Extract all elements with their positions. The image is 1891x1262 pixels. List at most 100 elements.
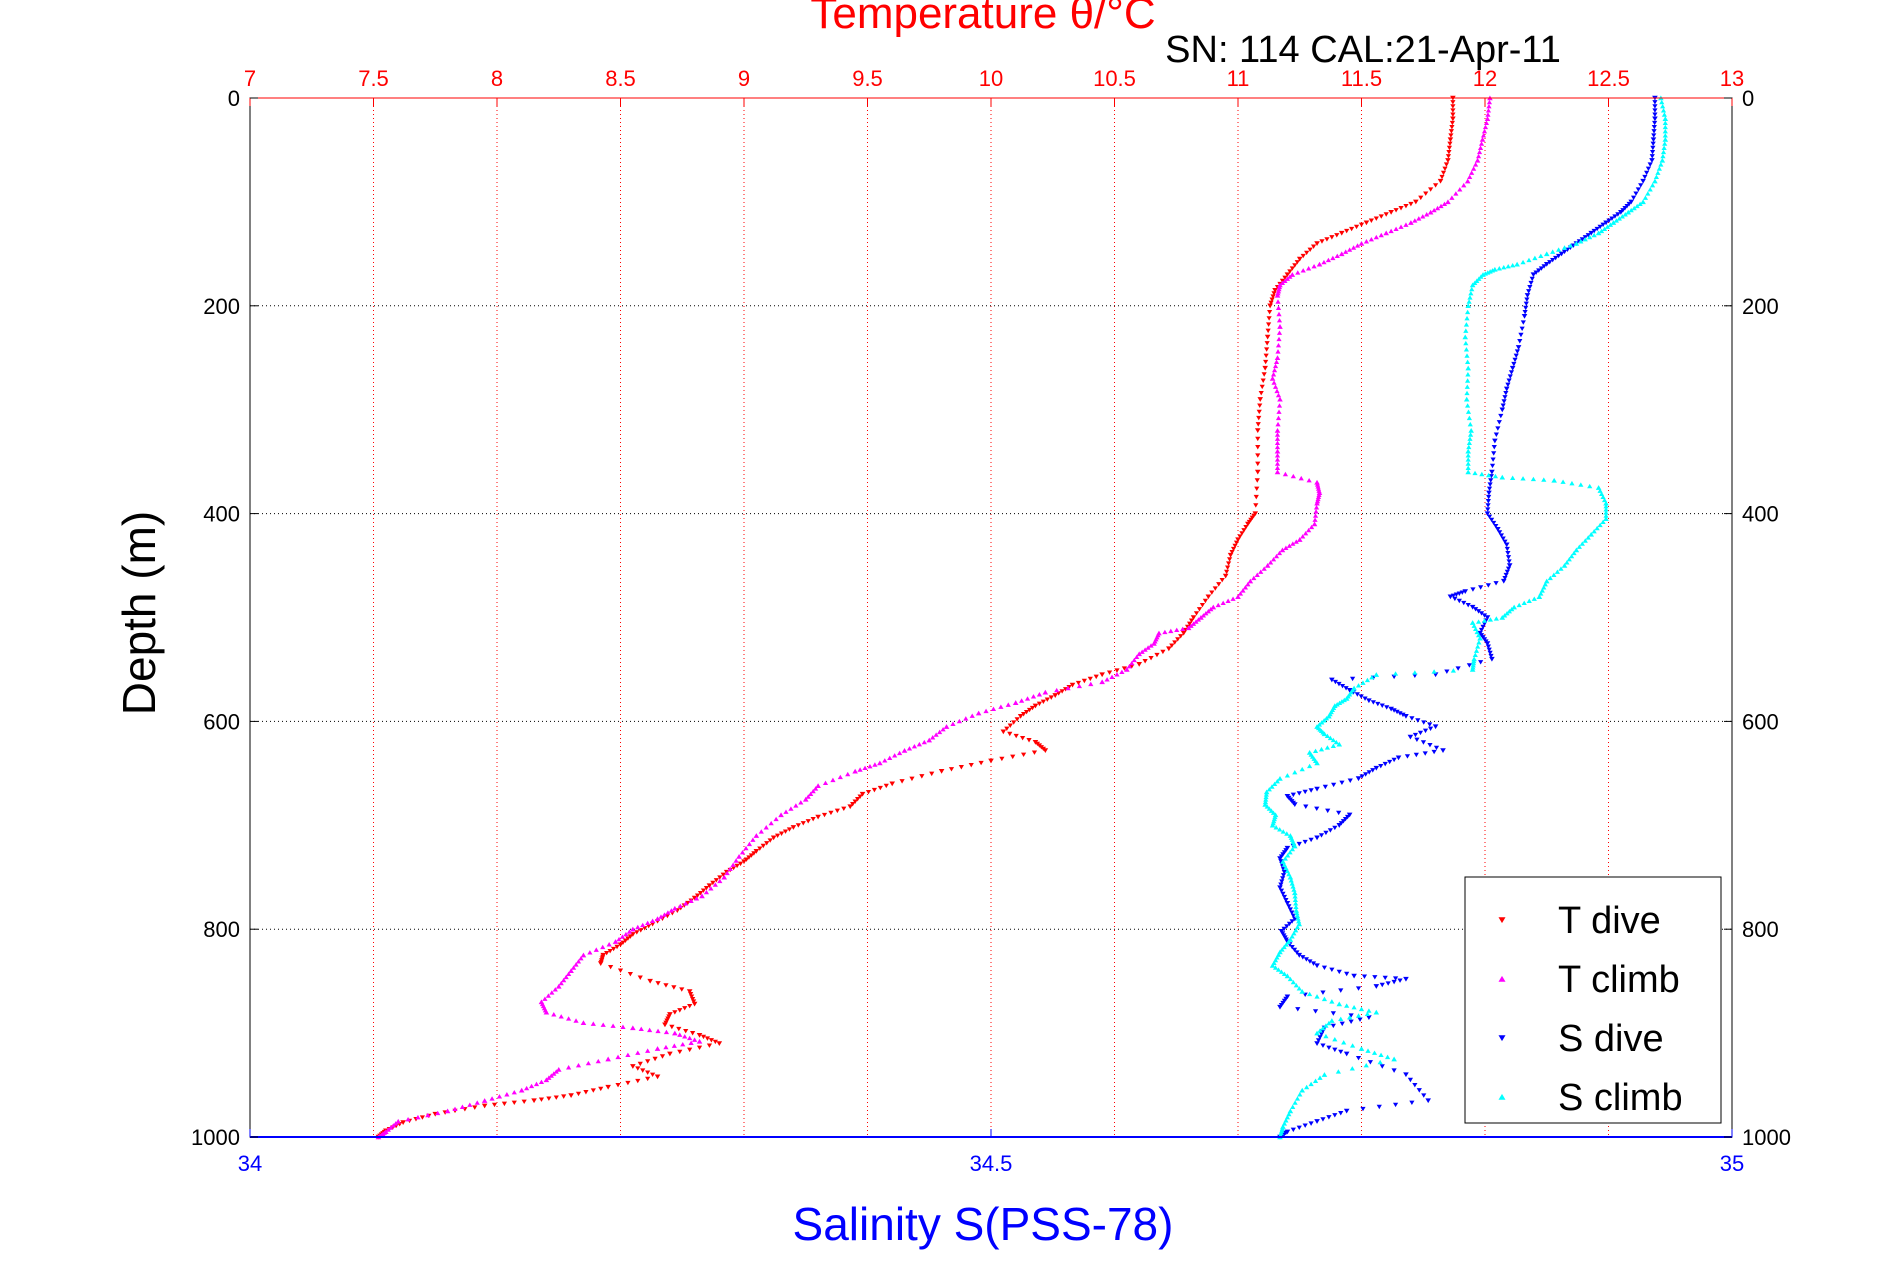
data-point (1314, 835, 1320, 841)
data-point (1263, 353, 1269, 359)
data-point (625, 1080, 631, 1086)
data-point (1533, 270, 1539, 275)
data-point (1603, 507, 1609, 512)
data-point (1280, 1124, 1286, 1129)
data-point (1489, 463, 1496, 469)
data-point (1287, 937, 1294, 942)
data-point (1188, 618, 1195, 623)
data-point (865, 789, 872, 795)
data-point (1287, 274, 1293, 279)
data-point (650, 1072, 656, 1077)
data-point (637, 1061, 643, 1067)
data-point (545, 993, 551, 998)
data-point (1296, 921, 1303, 927)
data-point (1530, 476, 1537, 482)
data-point (1466, 299, 1472, 304)
data-point (1295, 270, 1301, 275)
data-point (692, 1037, 698, 1042)
data-point (1521, 313, 1528, 319)
data-point (518, 1087, 525, 1093)
data-point (847, 804, 854, 810)
data-point (783, 809, 789, 814)
data-point (687, 1047, 693, 1053)
data-point (948, 767, 955, 772)
data-point (1481, 613, 1488, 618)
data-point (1026, 738, 1032, 743)
data-point (691, 999, 697, 1004)
data-point (1473, 648, 1480, 653)
data-point (691, 895, 698, 901)
data-point (758, 829, 764, 834)
data-point (1424, 212, 1430, 217)
data-point (1264, 563, 1271, 568)
data-point (703, 889, 710, 895)
data-point (1300, 268, 1306, 273)
data-point (558, 980, 564, 986)
data-point (872, 762, 878, 767)
data-point (1314, 994, 1320, 999)
data-point (1276, 311, 1282, 317)
data-point (452, 1106, 458, 1112)
data-point (531, 1098, 537, 1104)
data-point (658, 914, 664, 919)
top-tick-label: 12 (1473, 66, 1497, 91)
data-point (1225, 598, 1231, 603)
data-point (1011, 720, 1017, 725)
data-point (1332, 679, 1339, 685)
data-point (1076, 683, 1083, 689)
data-point (1662, 116, 1669, 122)
data-point (1450, 100, 1456, 105)
data-point (1262, 365, 1268, 371)
data-point (570, 965, 577, 970)
data-point (821, 812, 828, 818)
data-point (1193, 619, 1199, 624)
data-point (1253, 494, 1259, 500)
data-point (1464, 315, 1470, 321)
data-point (682, 1006, 688, 1011)
data-point (1417, 730, 1424, 736)
data-point (1452, 596, 1458, 602)
data-point (1412, 673, 1418, 679)
data-point (1296, 918, 1302, 924)
data-point (1528, 280, 1534, 286)
data-point (1281, 869, 1288, 875)
data-point (877, 785, 883, 791)
data-point (1363, 772, 1369, 777)
data-point (852, 799, 858, 804)
data-point (1287, 907, 1293, 912)
data-point (1276, 550, 1283, 556)
data-point (793, 803, 799, 808)
data-point (1282, 275, 1288, 281)
data-point (1468, 427, 1474, 433)
data-point (1467, 421, 1473, 427)
data-point (834, 808, 840, 814)
x-axis-label-bottom: Salinity S(PSS-78) (793, 1198, 1174, 1250)
data-point (1289, 266, 1295, 271)
data-point (1505, 263, 1511, 269)
data-point (1312, 748, 1319, 753)
data-point (566, 1016, 572, 1021)
data-point (1536, 594, 1543, 599)
data-point (645, 1048, 651, 1053)
legend-marker (1498, 1035, 1506, 1042)
data-point (1388, 210, 1394, 215)
data-point (1330, 743, 1336, 749)
data-point (1321, 259, 1327, 265)
data-point (1366, 1008, 1372, 1013)
data-point (1511, 604, 1517, 610)
data-point (1463, 340, 1469, 346)
data-point (1247, 578, 1254, 584)
data-point (1294, 950, 1300, 955)
data-point (1290, 473, 1296, 479)
data-point (605, 1056, 611, 1062)
data-point (760, 843, 766, 849)
data-point (637, 975, 643, 980)
data-point (1441, 201, 1448, 207)
data-point (1129, 660, 1135, 666)
data-point (1294, 913, 1301, 918)
data-point (1465, 465, 1471, 470)
data-point (1264, 341, 1270, 346)
data-point (1294, 260, 1300, 265)
data-point (1274, 457, 1281, 462)
